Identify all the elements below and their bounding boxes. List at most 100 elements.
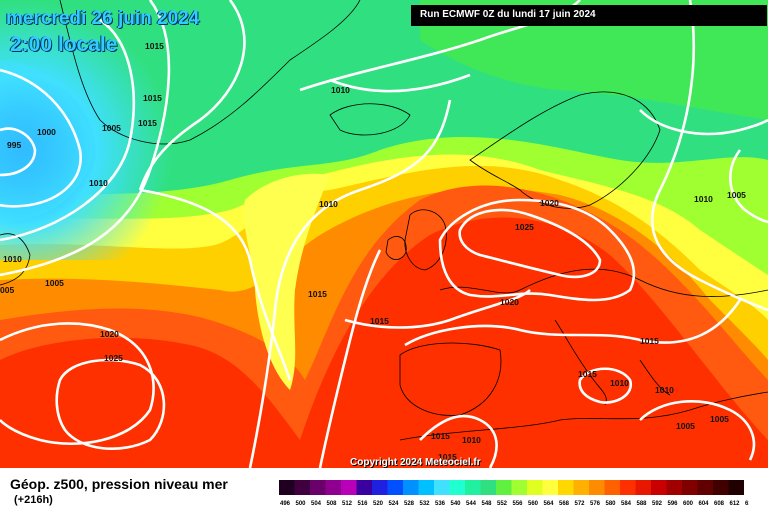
pressure-label: 1010	[319, 199, 338, 209]
isobar	[0, 18, 136, 242]
color-scale-label: 616	[745, 501, 749, 507]
pressure-label: 1015	[431, 431, 450, 441]
color-scale: 496 500 504 508 512 516 520 524 528 532 536 540 544 5…	[279, 480, 749, 507]
color-scale-label: 576	[590, 501, 601, 507]
color-scale-label: 520	[373, 501, 384, 507]
isobar	[0, 127, 37, 177]
isobar	[639, 109, 768, 136]
pressure-label: 1015	[145, 41, 164, 51]
color-scale-label: 596	[668, 501, 679, 507]
color-swatch	[713, 480, 729, 495]
pressure-label: 1020	[500, 297, 519, 307]
color-scale-label: 560	[528, 501, 539, 507]
color-scale-label: 600	[683, 501, 694, 507]
pressure-label: 1005	[45, 278, 64, 288]
color-scale-label: 612	[730, 501, 741, 507]
iceland-coast	[329, 103, 411, 136]
color-scale-label: 504	[311, 501, 322, 507]
field-yellow-tongue	[243, 173, 330, 390]
forecast-date-title: mercredi 26 juin 2024	[6, 8, 200, 29]
pressure-label: 1005	[727, 190, 746, 200]
pressure-label: 1015	[640, 336, 659, 346]
color-swatch	[356, 480, 372, 495]
pressure-label: 1015	[143, 93, 162, 103]
color-scale-label: 532	[420, 501, 431, 507]
pressure-label: 1015	[370, 316, 389, 326]
pressure-label: 1015	[138, 118, 157, 128]
greece-coast	[639, 359, 671, 396]
pressure-label: 1010	[331, 85, 350, 95]
color-swatch	[496, 480, 512, 495]
color-swatch	[527, 480, 543, 495]
pressure-label: 1010	[655, 385, 674, 395]
color-scale-label: 552	[497, 501, 508, 507]
pressure-label: 1015	[438, 452, 457, 462]
pressure-label: 1010	[610, 378, 629, 388]
color-swatch	[635, 480, 651, 495]
color-scale-label: 524	[389, 501, 400, 507]
color-swatch	[728, 480, 744, 495]
isobar	[438, 198, 636, 302]
pressure-labels: 1015 1015 1015 1005 1000 995 1010 1010 1…	[0, 41, 746, 462]
copyright-text: Copyright 2024 Meteociel.fr	[350, 457, 481, 468]
isobar	[139, 188, 292, 381]
color-swatch	[325, 480, 341, 495]
color-swatch	[418, 480, 434, 495]
isobar	[404, 299, 742, 347]
color-scale-label: 496	[280, 501, 291, 507]
color-swatch	[558, 480, 574, 495]
isobar	[0, 322, 155, 446]
color-swatch	[387, 480, 403, 495]
color-scale-label: 604	[699, 501, 710, 507]
color-swatch	[589, 480, 605, 495]
color-swatch	[403, 480, 419, 495]
color-swatch	[279, 480, 295, 495]
color-swatch	[480, 480, 496, 495]
color-swatch	[697, 480, 713, 495]
pressure-label: 1010	[694, 194, 713, 204]
field-cyan-arc	[0, 60, 93, 222]
color-scale-label: 512	[342, 501, 353, 507]
color-scale-label: 536	[435, 501, 446, 507]
isobar	[729, 149, 768, 224]
forecast-time-title: 2:00 locale	[10, 33, 118, 56]
color-scale-label: 540	[451, 501, 462, 507]
color-scale-label: 544	[466, 501, 477, 507]
color-swatch	[465, 480, 481, 495]
pressure-label: 1020	[540, 198, 559, 208]
color-scale-label: 572	[575, 501, 586, 507]
color-scale-label: 528	[404, 501, 415, 507]
isobar	[458, 208, 602, 279]
run-info-text: Run ECMWF 0Z du lundi 17 juin 2024	[420, 9, 596, 20]
color-swatch	[620, 480, 636, 495]
pressure-label: 1005	[102, 123, 121, 133]
color-swatch	[542, 480, 558, 495]
color-swatch	[434, 480, 450, 495]
pressure-label: 995	[7, 140, 21, 150]
color-scale-label: 568	[559, 501, 570, 507]
africa-coast	[399, 391, 768, 441]
pressure-label: 1025	[104, 353, 123, 363]
isobar	[138, 0, 246, 191]
color-scale-label: 564	[544, 501, 555, 507]
color-scale-label: 548	[482, 501, 493, 507]
pressure-label: 1010	[3, 254, 22, 264]
color-scale-label: 588	[637, 501, 648, 507]
iberia-coast	[399, 342, 502, 416]
pressure-label: 1010	[462, 435, 481, 445]
pressure-label: 1025	[515, 222, 534, 232]
color-scale-label: 500	[296, 501, 307, 507]
color-swatch	[341, 480, 357, 495]
color-swatch	[682, 480, 698, 495]
color-scale-label: 508	[327, 501, 338, 507]
pressure-label: 005	[0, 285, 14, 295]
isobar	[0, 68, 82, 208]
isobar	[578, 367, 633, 404]
color-swatch	[573, 480, 589, 495]
pressure-label: 1000	[37, 127, 56, 137]
isobar	[639, 400, 756, 461]
pressure-label: 1010	[89, 178, 108, 188]
pressure-label: 1015	[308, 289, 327, 299]
run-info-box: Run ECMWF 0Z du lundi 17 juin 2024	[411, 5, 767, 26]
